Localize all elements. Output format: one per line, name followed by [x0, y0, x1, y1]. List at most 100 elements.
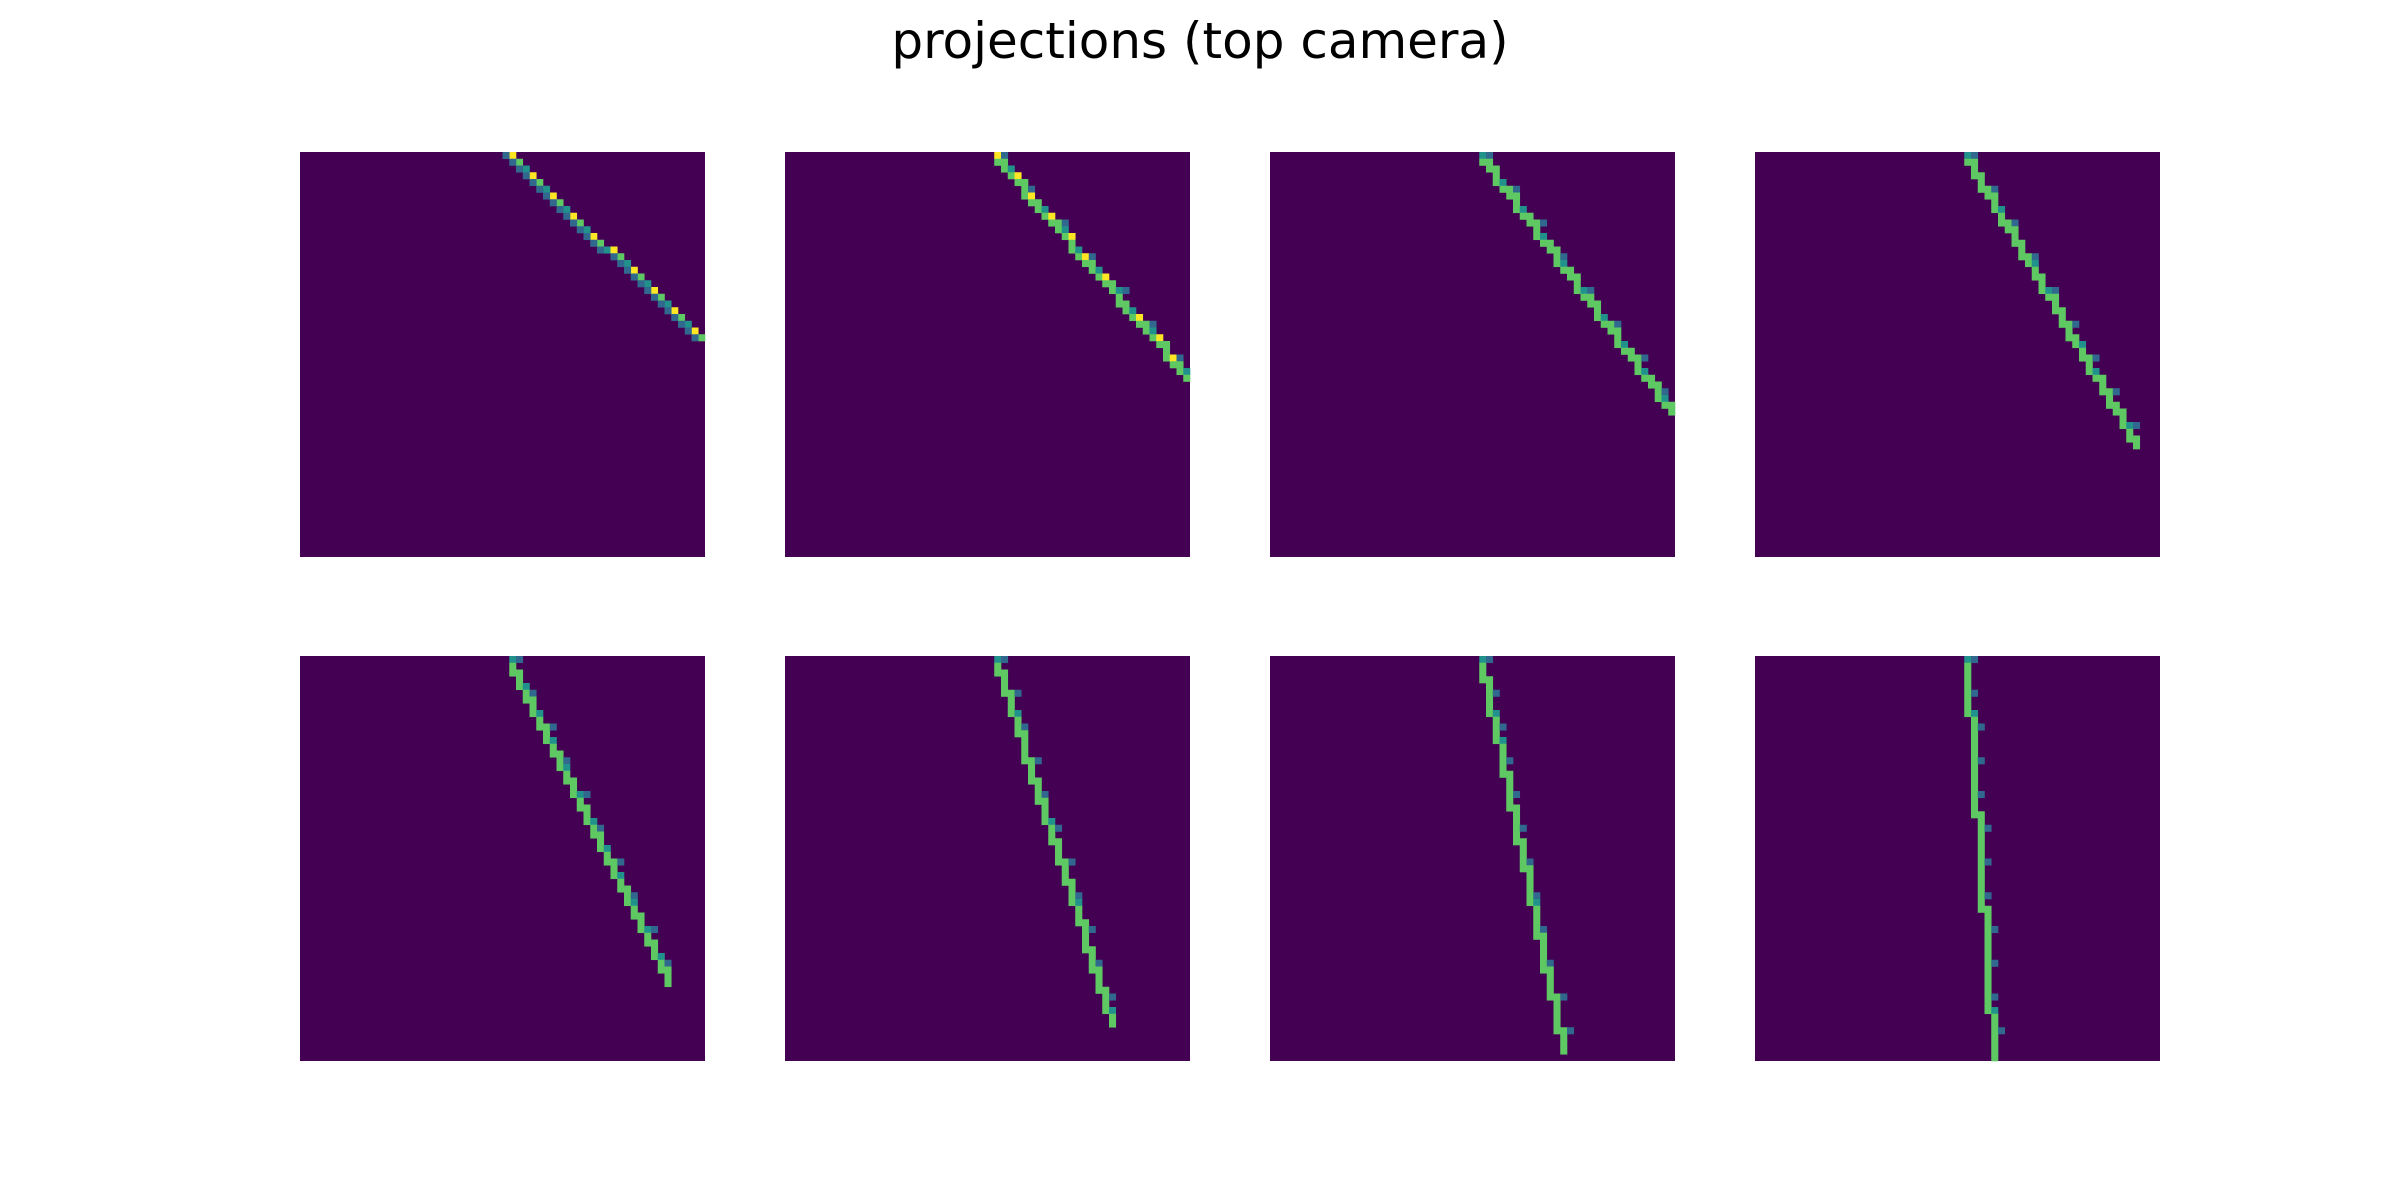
heatmap-cell [1998, 1027, 2006, 1035]
heatmap-cell [1526, 878, 1534, 886]
heatmap-cell [1095, 980, 1103, 988]
heatmap-cell [2106, 401, 2114, 409]
heatmap-cell [1028, 777, 1036, 785]
heatmap-cell [2025, 253, 2033, 261]
heatmap-cell [651, 293, 659, 301]
heatmap-cell [2092, 368, 2100, 376]
heatmap-cell [1984, 1007, 1992, 1015]
heatmap-cell [1007, 703, 1015, 711]
heatmap-cell [1984, 966, 1992, 974]
heatmap-cell [1971, 770, 1979, 778]
heatmap-cell [1034, 791, 1042, 799]
heatmap-cell [1519, 212, 1527, 220]
heatmap-cell [529, 172, 537, 180]
heatmap-cell [1129, 314, 1137, 322]
heatmap-cell [1513, 831, 1521, 839]
heatmap-cell [509, 152, 517, 160]
heatmap-cell [1109, 1013, 1117, 1021]
heatmap-cell [1486, 703, 1494, 711]
heatmap-cell [2126, 428, 2134, 436]
heatmap-cell [1553, 253, 1561, 261]
heatmap-cell [1560, 1027, 1568, 1035]
heatmap-cell [2018, 246, 2026, 254]
heatmap-cell [1001, 689, 1009, 697]
heatmap-cell [1971, 764, 1979, 772]
heatmap-cell [1041, 212, 1049, 220]
heatmap-cell [2099, 381, 2107, 389]
heatmap-cell [1088, 953, 1096, 961]
heatmap-cell [583, 811, 591, 819]
heatmap-cell [1971, 723, 1979, 731]
heatmap-cell [549, 743, 557, 751]
heatmap-cell [1088, 966, 1096, 974]
heatmap-cell [1075, 246, 1083, 254]
heatmap-cell [1546, 980, 1554, 988]
heatmap-cell [543, 192, 551, 200]
heatmap-cell [2065, 327, 2073, 335]
heatmap-cell [1526, 219, 1534, 227]
heatmap-cell [1526, 885, 1534, 893]
heatmap-cell [691, 327, 699, 335]
heatmap-cell [1082, 919, 1090, 927]
heatmap-cell [563, 777, 571, 785]
heatmap-cell [1007, 165, 1015, 173]
heatmap-cell [1055, 226, 1063, 234]
heatmap-cell [1499, 723, 1507, 731]
heatmap-cell [1021, 192, 1029, 200]
heatmap-cell [1580, 287, 1588, 295]
heatmap-cell [1109, 1007, 1117, 1015]
heatmap-cell [1136, 320, 1144, 328]
heatmap-cell [994, 158, 1002, 166]
heatmap-cell [1984, 939, 1992, 947]
heatmap-cell [536, 723, 544, 731]
heatmap-cell [1627, 354, 1635, 362]
heatmap-cell [1641, 374, 1649, 382]
heatmap-cell [1082, 946, 1090, 954]
heatmap-cell [1991, 1013, 1999, 1021]
heatmap-cell [1506, 804, 1514, 812]
heatmap-cell [1634, 361, 1642, 369]
heatmap-cell [1977, 838, 1985, 846]
heatmap-cell [1048, 212, 1056, 220]
heatmap-cell [529, 703, 537, 711]
heatmap-cell [1540, 926, 1548, 934]
heatmap-cell [1183, 374, 1191, 382]
heatmap-cell [1021, 723, 1029, 731]
heatmap-cell [630, 899, 638, 907]
heatmap-cell [1977, 811, 1985, 819]
heatmap-cell [1479, 662, 1487, 670]
heatmap-cell [1048, 838, 1056, 846]
heatmap-cell [1991, 1054, 1999, 1062]
heatmap-cell [1648, 381, 1656, 389]
heatmap-cell [2031, 266, 2039, 274]
heatmap-cell [1977, 885, 1985, 893]
heatmap-cell [657, 966, 665, 974]
heatmap-cell [1499, 750, 1507, 758]
heatmap-cell [2004, 226, 2012, 234]
heatmap-cell [1007, 172, 1015, 180]
heatmap-cell [1971, 172, 1979, 180]
heatmap-cell [1095, 973, 1103, 981]
heatmap-cell [516, 683, 524, 691]
heatmap-cell [1102, 986, 1110, 994]
heatmap-cell [664, 959, 672, 967]
heatmap-cell [2011, 239, 2019, 247]
heatmap-cell [1977, 723, 1985, 731]
heatmap-cell [1499, 185, 1507, 193]
heatmap-cell [1654, 395, 1662, 403]
figure-title: projections (top camera) [891, 12, 1509, 70]
heatmap-cell [2112, 388, 2120, 396]
heatmap-cell [1661, 395, 1669, 403]
heatmap-cell [657, 293, 665, 301]
heatmap-cell [1169, 361, 1177, 369]
heatmap-cell [1971, 158, 1979, 166]
heatmap-cell [1506, 757, 1514, 765]
heatmap-cell [1001, 669, 1009, 677]
heatmap-cell [1519, 206, 1527, 214]
heatmap-cell [1492, 179, 1500, 187]
heatmap-cell [1122, 287, 1130, 295]
heatmap-cell [516, 165, 524, 173]
heatmap-cell [597, 246, 605, 254]
heatmap-cell [1964, 676, 1972, 684]
heatmap-cell [1115, 287, 1123, 295]
